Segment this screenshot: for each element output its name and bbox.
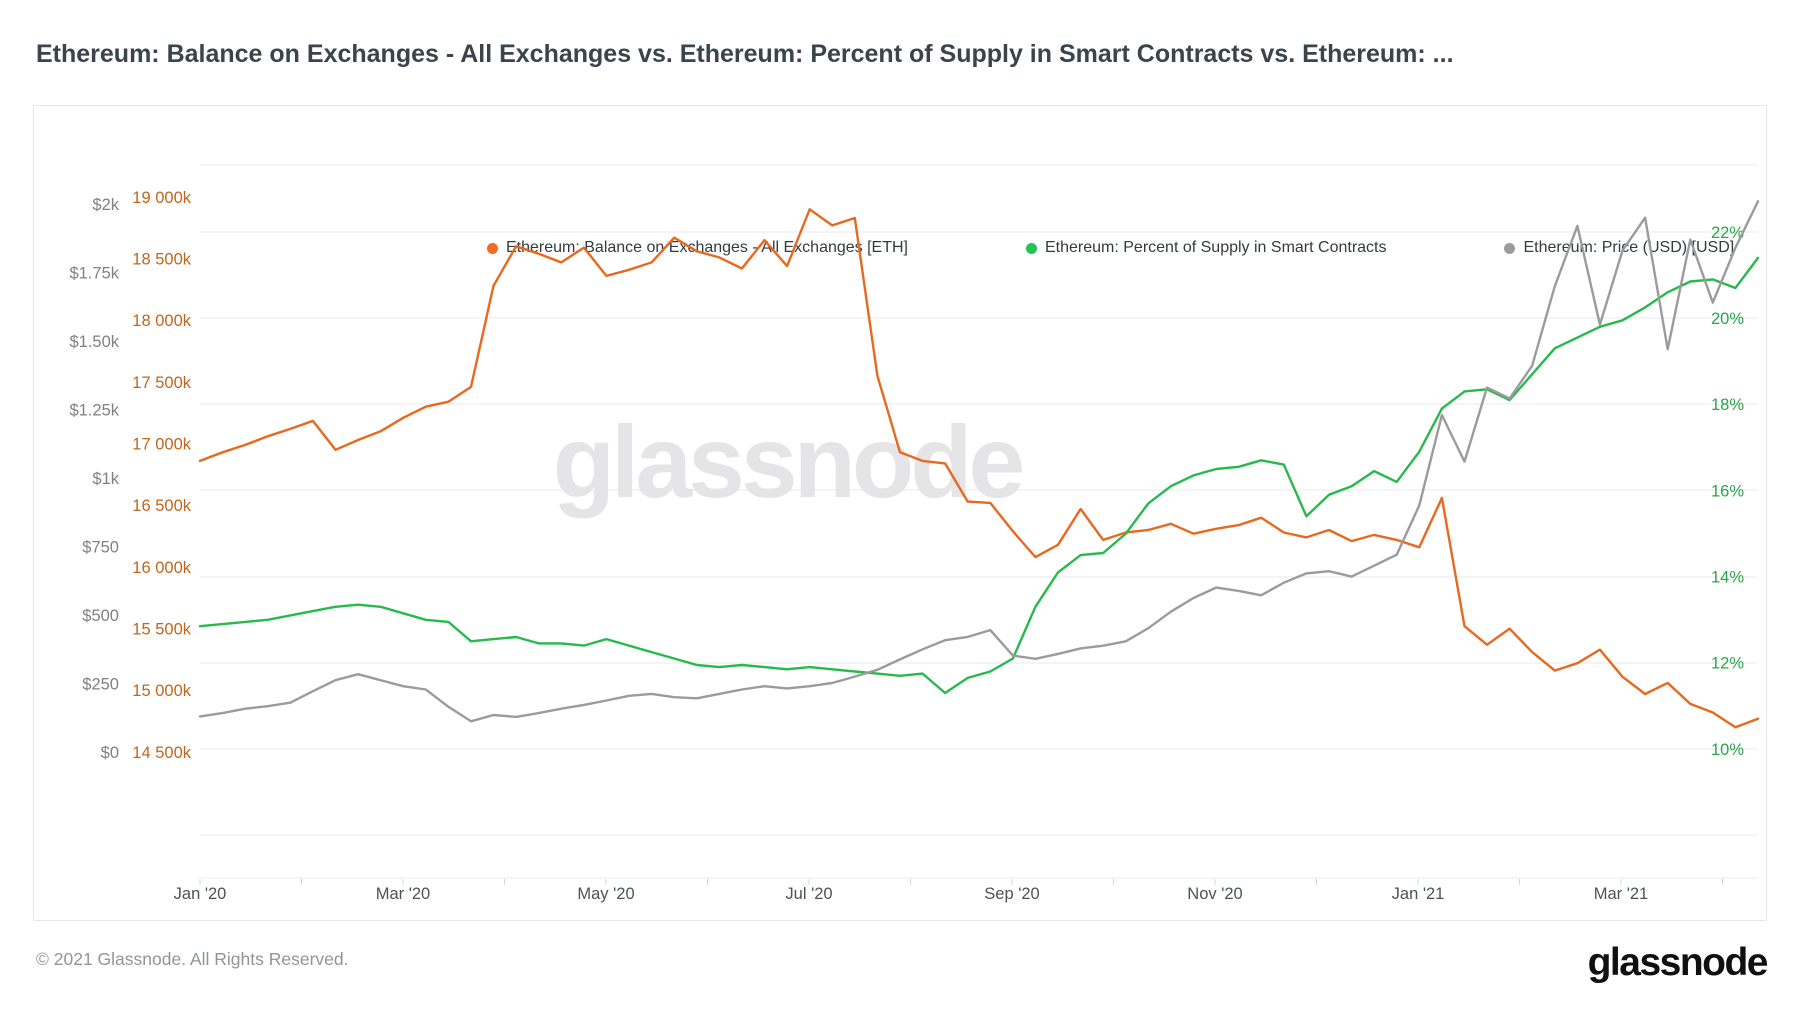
y-axis-label-percent: 14%	[1711, 568, 1744, 586]
x-axis-label: Jul '20	[785, 885, 832, 903]
x-axis-label: Nov '20	[1187, 885, 1242, 903]
y-axis-label-balance: 18 000k	[132, 312, 191, 330]
x-axis-label: Sep '20	[984, 885, 1039, 903]
footer-copyright: © 2021 Glassnode. All Rights Reserved.	[36, 949, 349, 969]
y-axis-label-percent: 18%	[1711, 396, 1744, 414]
x-axis-label: Mar '20	[376, 885, 431, 903]
y-axis-label-balance: 17 000k	[132, 435, 191, 453]
glassnode-logo: glassnode	[1587, 941, 1769, 984]
x-axis-label: Mar '21	[1594, 885, 1649, 903]
y-axis-label-price: $1.50k	[69, 333, 119, 351]
y-axis-label-balance: 18 500k	[132, 250, 191, 268]
y-axis-label-price: $250	[82, 675, 119, 693]
legend-dot-percent	[1026, 242, 1037, 254]
y-axis-label-price: $0	[101, 744, 119, 762]
y-axis-label-price: $2k	[92, 196, 119, 214]
chart-legend: Ethereum: Balance on Exchanges - All Exc…	[487, 239, 1734, 257]
series-line-price	[198, 200, 1760, 723]
y-axis-label-balance: 14 500k	[132, 744, 191, 762]
y-axis-label-balance: 17 500k	[132, 374, 191, 392]
y-axis-label-balance: 16 000k	[132, 559, 191, 577]
watermark: glassnode	[553, 405, 1023, 519]
y-axis-label-balance: 15 500k	[132, 620, 191, 638]
chart-card: Ethereum: Balance on Exchanges - All Exc…	[33, 105, 1767, 921]
legend-item-price[interactable]: Ethereum: Price (USD) [USD]	[1504, 239, 1734, 257]
legend-label-balance: Ethereum: Balance on Exchanges - All Exc…	[506, 239, 908, 256]
legend-item-percent[interactable]: Ethereum: Percent of Supply in Smart Con…	[1026, 239, 1386, 257]
legend-item-balance[interactable]: Ethereum: Balance on Exchanges - All Exc…	[487, 239, 908, 257]
legend-dot-balance	[487, 242, 498, 254]
y-axis-label-balance: 15 000k	[132, 682, 191, 700]
series-line-balance	[198, 208, 1760, 729]
legend-label-percent: Ethereum: Percent of Supply in Smart Con…	[1045, 239, 1387, 256]
y-axis-label-percent: 10%	[1711, 741, 1744, 759]
y-axis-label-price: $1k	[92, 470, 119, 488]
y-axis-label-percent: 12%	[1711, 655, 1744, 673]
x-axis-label: Jan '20	[174, 885, 227, 903]
y-axis-label-percent: 22%	[1711, 224, 1744, 242]
x-axis-label: May '20	[577, 885, 634, 903]
y-axis-label-percent: 16%	[1711, 482, 1744, 500]
y-axis-label-price: $1.75k	[69, 264, 119, 282]
x-axis-label: Jan '21	[1392, 885, 1445, 903]
legend-label-price: Ethereum: Price (USD) [USD]	[1523, 239, 1735, 256]
y-axis-label-price: $750	[82, 538, 119, 556]
y-axis-label-price: $1.25k	[69, 401, 119, 419]
y-axis-label-percent: 20%	[1711, 310, 1744, 328]
y-axis-label-balance: 16 500k	[132, 497, 191, 515]
y-axis-label-balance: 19 000k	[132, 189, 191, 207]
legend-dot-price	[1504, 242, 1516, 254]
y-axis-label-price: $500	[82, 607, 119, 625]
page-title: Ethereum: Balance on Exchanges - All Exc…	[36, 40, 1454, 68]
series-line-percent	[198, 256, 1760, 695]
